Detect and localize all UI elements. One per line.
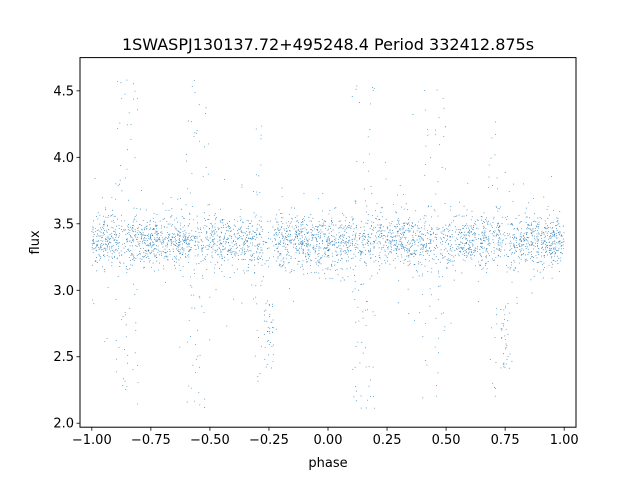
x-tick-label: 0.25 bbox=[373, 433, 402, 448]
x-tick-label: −1.00 bbox=[72, 433, 112, 448]
x-axis: −1.00 −0.75 −0.50 −0.25 0.00 0.25 0.50 0.75 1.00 bbox=[72, 427, 579, 448]
x-tick-label: −0.50 bbox=[190, 433, 230, 448]
x-tick-label: −0.25 bbox=[249, 433, 289, 448]
y-tick-label: 3.0 bbox=[53, 284, 74, 299]
y-tick-label: 4.0 bbox=[53, 151, 74, 166]
x-tick-label: 0.75 bbox=[491, 433, 520, 448]
scatter-points bbox=[91, 79, 565, 409]
x-tick-label: 0.00 bbox=[314, 433, 343, 448]
y-tick-label: 3.5 bbox=[53, 217, 74, 232]
y-axis: 2.0 2.5 3.0 3.5 4.0 4.5 bbox=[53, 84, 80, 432]
data-points bbox=[91, 79, 565, 409]
x-tick-label: 0.50 bbox=[432, 433, 461, 448]
x-tick-label: 1.00 bbox=[550, 433, 579, 448]
x-tick-label: −0.75 bbox=[131, 433, 171, 448]
y-tick-label: 4.5 bbox=[53, 84, 74, 99]
y-tick-label: 2.0 bbox=[53, 417, 74, 432]
y-tick-label: 2.5 bbox=[53, 350, 74, 365]
chart-title: 1SWASPJ130137.72+495248.4 Period 332412.… bbox=[122, 35, 534, 54]
y-axis-label: flux bbox=[28, 230, 43, 254]
x-axis-label: phase bbox=[308, 456, 347, 471]
